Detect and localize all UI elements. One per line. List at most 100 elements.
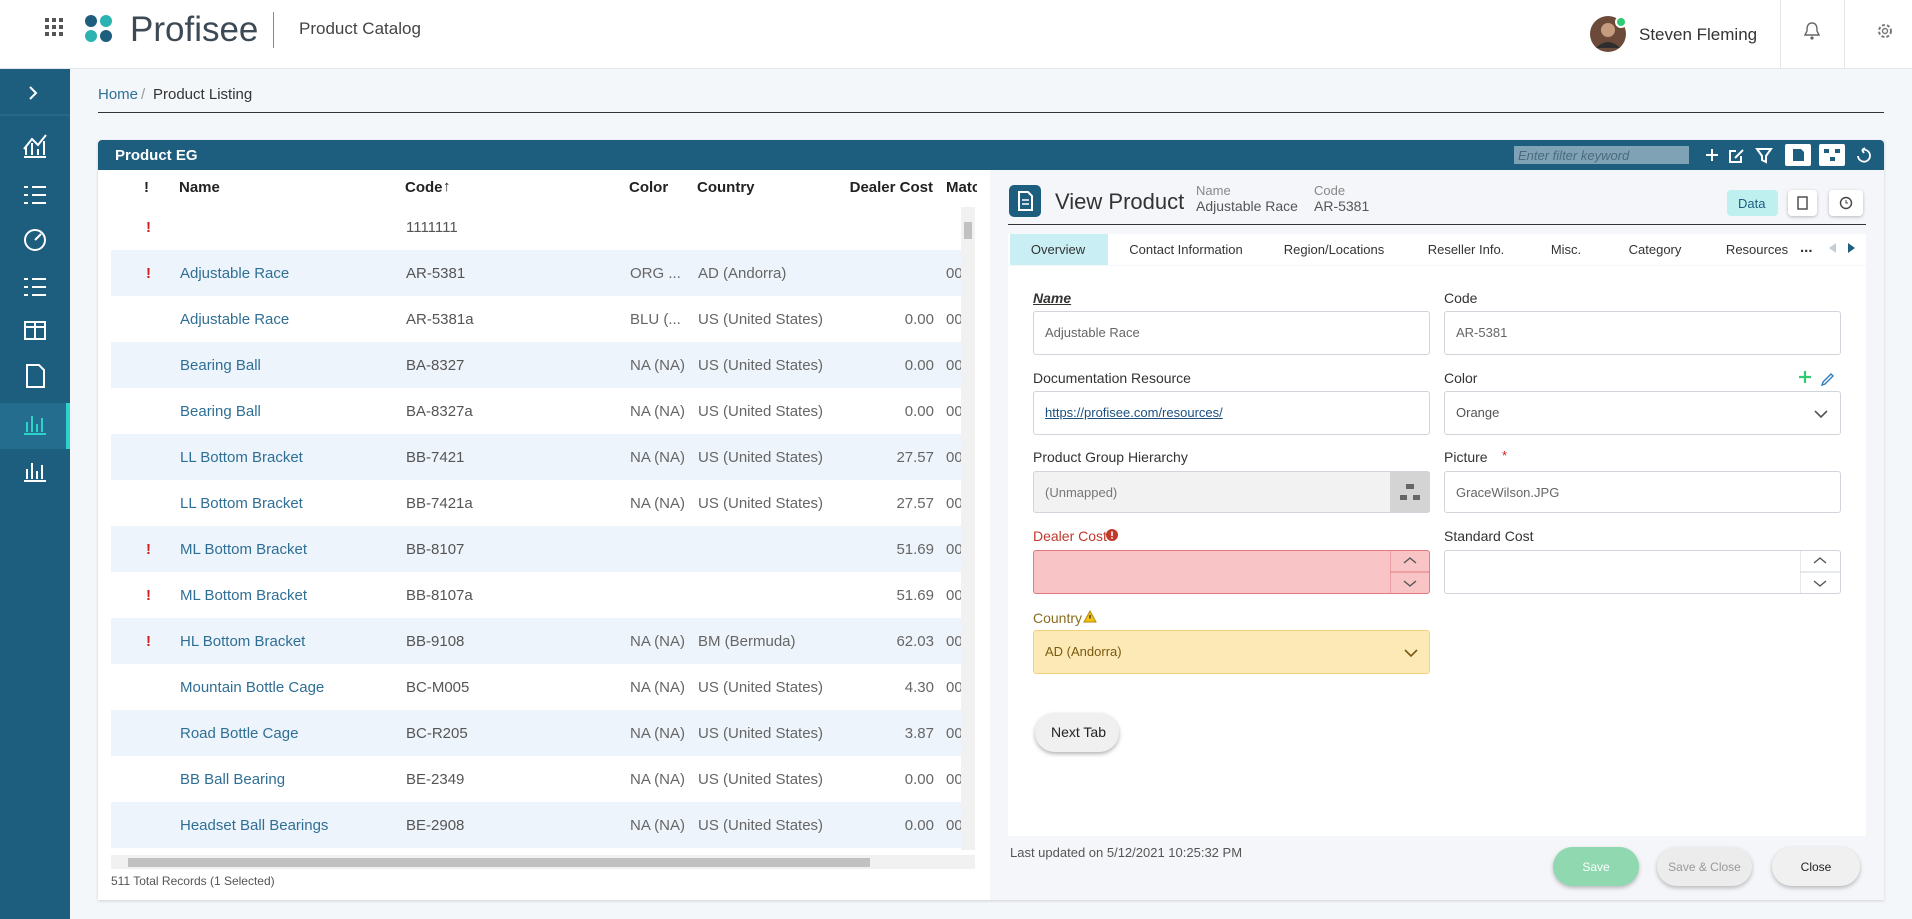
grid-row[interactable] xyxy=(111,572,961,618)
error-icon xyxy=(1106,529,1118,541)
field-input[interactable] xyxy=(1033,630,1430,674)
column-header[interactable]: Name xyxy=(179,179,220,196)
cell-code: BB-7421a xyxy=(406,495,473,512)
column-header[interactable]: Color xyxy=(629,179,669,196)
cell-match: 00 xyxy=(946,311,963,328)
cell-match: 00 xyxy=(946,725,963,742)
column-header[interactable]: Matc xyxy=(946,179,977,196)
grid-row[interactable] xyxy=(111,480,961,526)
tab-arrows[interactable] xyxy=(1824,240,1860,256)
cell-color: NA (NA) xyxy=(630,403,686,420)
meta-label: Code xyxy=(1314,183,1346,198)
column-header[interactable]: Country xyxy=(697,179,755,196)
field-input[interactable] xyxy=(1033,550,1430,594)
field-input[interactable] xyxy=(1444,391,1841,435)
action-button[interactable] xyxy=(1657,847,1752,886)
filter-input[interactable] xyxy=(1514,146,1689,164)
tab-more[interactable]: ... xyxy=(1800,239,1813,256)
action-button[interactable] xyxy=(1553,847,1639,886)
grid-row[interactable] xyxy=(111,526,961,572)
tab[interactable]: Overview xyxy=(1030,242,1086,257)
clipboard-button[interactable] xyxy=(1788,190,1817,216)
action-button[interactable] xyxy=(1772,847,1860,886)
cell-dealer-cost: 0.00 xyxy=(904,817,934,834)
divider xyxy=(1780,0,1781,68)
grid-row[interactable] xyxy=(111,710,961,756)
settings-icon[interactable] xyxy=(1876,22,1894,40)
cell-code: BE-2908 xyxy=(406,817,465,834)
cell-color: NA (NA) xyxy=(630,357,686,374)
grid-row[interactable] xyxy=(111,664,961,710)
grid-row[interactable] xyxy=(111,434,961,480)
cell-match: 00 xyxy=(946,541,963,558)
breadcrumb-current: Product Listing xyxy=(153,86,253,103)
last-updated: Last updated on 5/12/2021 10:25:32 PM xyxy=(1010,845,1243,860)
field-value: Adjustable Race xyxy=(1045,325,1140,340)
field-input[interactable] xyxy=(1033,311,1430,355)
grid-row[interactable] xyxy=(111,802,961,848)
breadcrumb-link[interactable]: Home xyxy=(98,86,139,103)
cell-country: US (United States) xyxy=(698,449,824,466)
apps-icon[interactable] xyxy=(45,18,63,36)
bell-icon[interactable] xyxy=(1804,22,1820,40)
next-tab-button[interactable] xyxy=(1035,713,1119,752)
grid-row[interactable] xyxy=(111,388,961,434)
data-button[interactable] xyxy=(1727,190,1778,216)
cell-match: 00 xyxy=(946,817,963,834)
field-input[interactable] xyxy=(1444,471,1841,513)
cell-dealer-cost: 51.69 xyxy=(896,587,934,604)
cell-match: 00 xyxy=(946,633,963,650)
cell-country: US (United States) xyxy=(698,817,824,834)
field-label: Product Group Hierarchy xyxy=(1033,449,1188,465)
divider xyxy=(273,12,274,48)
column-header[interactable]: Code xyxy=(405,179,443,196)
cell-dealer-cost: 4.30 xyxy=(904,679,934,696)
field-input[interactable] xyxy=(1033,391,1430,435)
cell-flag: ! xyxy=(146,633,151,650)
field-label: Country xyxy=(1033,610,1083,626)
cell-code: BE-2349 xyxy=(406,771,465,788)
vertical-scrollbar[interactable] xyxy=(961,207,975,850)
field-input[interactable] xyxy=(1033,471,1430,513)
toolbar-icons[interactable] xyxy=(1700,142,1884,168)
tab[interactable]: Resources xyxy=(1725,242,1789,257)
grid-row[interactable] xyxy=(111,204,961,250)
cell-dealer-cost: 62.03 xyxy=(896,633,934,650)
grid-row[interactable] xyxy=(111,756,961,802)
column-header[interactable]: ! xyxy=(144,179,149,196)
column-header[interactable]: Dealer Cost xyxy=(849,179,933,196)
field-label: Name xyxy=(1033,290,1072,306)
active-tab[interactable] xyxy=(1010,234,1108,265)
tab[interactable]: Contact Information xyxy=(1129,242,1243,257)
avatar[interactable] xyxy=(1590,16,1628,54)
cell-match: 00 xyxy=(946,679,963,696)
active-icon[interactable] xyxy=(22,413,48,437)
spinner xyxy=(1800,550,1840,594)
warning-icon xyxy=(1083,609,1097,623)
grid-row[interactable] xyxy=(111,618,961,664)
grid-row[interactable] xyxy=(111,342,961,388)
tab[interactable]: Region/Locations xyxy=(1283,242,1385,257)
scroll-thumb[interactable] xyxy=(964,222,972,239)
cell-country: US (United States) xyxy=(698,725,824,742)
chevron xyxy=(1814,410,1828,419)
user-name[interactable]: Steven Fleming xyxy=(1639,25,1758,44)
button-icons xyxy=(1797,196,1853,210)
cell-code: AR-5381 xyxy=(406,265,466,282)
tab[interactable]: Category xyxy=(1628,242,1682,257)
grid-row[interactable] xyxy=(111,250,961,296)
tab[interactable]: Reseller Info. xyxy=(1427,242,1505,257)
cell-name: LL Bottom Bracket xyxy=(180,449,303,466)
field-input[interactable] xyxy=(1444,311,1841,355)
scroll-thumb[interactable] xyxy=(128,858,870,867)
header-rule xyxy=(1008,224,1866,225)
field-label: Color xyxy=(1444,370,1478,386)
sort-arrow: ↑ xyxy=(443,178,451,195)
cell-match: 00 xyxy=(946,403,963,420)
grid-row[interactable] xyxy=(111,296,961,342)
form-icon xyxy=(1009,185,1041,217)
panel-title: Product EG xyxy=(115,147,198,164)
field-input[interactable] xyxy=(1444,550,1841,594)
tab[interactable]: Misc. xyxy=(1550,242,1582,257)
